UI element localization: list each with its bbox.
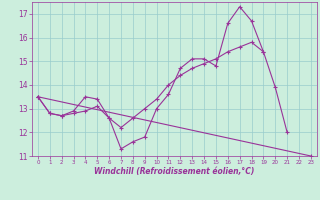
X-axis label: Windchill (Refroidissement éolien,°C): Windchill (Refroidissement éolien,°C) [94,167,255,176]
